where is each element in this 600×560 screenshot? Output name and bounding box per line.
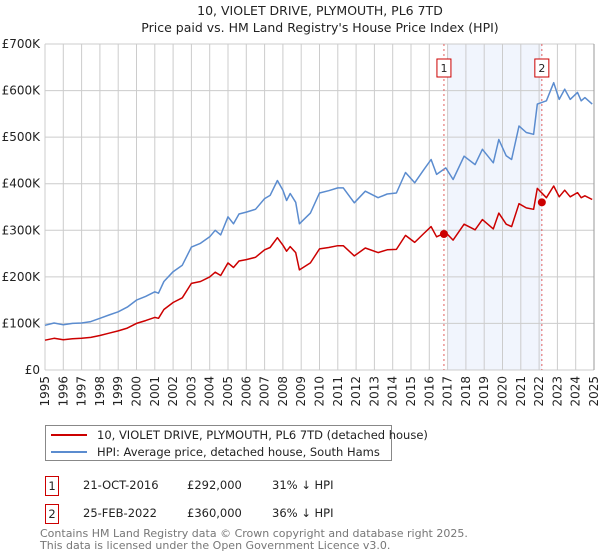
x-tick-label: 2010 [313, 376, 327, 407]
x-tick-label: 2022 [532, 376, 546, 407]
x-tick-label: 2007 [258, 376, 272, 407]
x-tick-label: 2009 [294, 376, 308, 407]
chart-title: 10, VIOLET DRIVE, PLYMOUTH, PL6 7TD [197, 3, 443, 18]
y-tick-label: £400K [2, 177, 42, 191]
legend: 10, VIOLET DRIVE, PLYMOUTH, PL6 7TD (det… [45, 425, 428, 461]
property-price-line [44, 185, 593, 341]
sale-label: 1 [440, 62, 447, 75]
x-tick-label: 2019 [477, 376, 491, 407]
sale-hpi-diff: 36% ↓ HPI [272, 506, 334, 520]
x-tick-label: 2004 [203, 376, 217, 407]
x-tick-label: 2013 [367, 376, 381, 407]
x-tick-label: 2006 [239, 376, 253, 407]
sale-date: 25-FEB-2022 [83, 506, 157, 520]
sale-price: £292,000 [187, 478, 242, 492]
sale-price: £360,000 [187, 506, 242, 520]
x-tick-label: 2012 [349, 376, 363, 407]
x-tick-label: 2018 [459, 376, 473, 407]
sale-label: 2 [538, 62, 545, 75]
legend-item-hpi: HPI: Average price, detached house, Sout… [46, 444, 380, 460]
y-tick-label: £100K [2, 316, 42, 330]
legend-label: 10, VIOLET DRIVE, PLYMOUTH, PL6 7TD (det… [97, 428, 428, 442]
x-tick-label: 1998 [93, 376, 107, 407]
y-tick-label: £0 [25, 363, 40, 377]
y-tick-label: £300K [2, 223, 42, 237]
y-tick-label: £200K [2, 270, 42, 284]
sale-row-1: 1 21-OCT-2016 £292,000 31% ↓ HPI [45, 476, 445, 496]
x-tick-label: 2005 [221, 376, 235, 407]
x-tick-label: 1996 [56, 376, 70, 407]
hpi-line [44, 81, 593, 327]
x-tick-label: 2016 [422, 376, 436, 407]
x-tick-label: 2008 [276, 376, 290, 407]
sale-point [537, 198, 546, 207]
sale-row-2: 2 25-FEB-2022 £360,000 36% ↓ HPI [45, 504, 445, 524]
chart: 10, VIOLET DRIVE, PLYMOUTH, PL6 7TD Pric… [2, 3, 600, 407]
x-tick-label: 2000 [130, 376, 144, 407]
sale-hpi-diff: 31% ↓ HPI [272, 478, 334, 492]
x-tick-label: 2021 [514, 376, 528, 407]
footer-copyright: Contains HM Land Registry data © Crown c… [40, 527, 468, 540]
y-tick-label: £700K [2, 37, 42, 51]
x-tick-label: 2023 [550, 376, 564, 407]
legend-item-property: 10, VIOLET DRIVE, PLYMOUTH, PL6 7TD (det… [46, 427, 428, 443]
sale-point [439, 230, 448, 239]
sale-badge: 1 [45, 476, 59, 496]
x-tick-label: 2017 [441, 376, 455, 407]
x-tick-label: 1995 [38, 376, 52, 407]
sale-label-box [436, 58, 452, 78]
footer-licence: This data is licensed under the Open Gov… [40, 539, 391, 552]
legend-label: HPI: Average price, detached house, Sout… [97, 445, 380, 459]
y-tick-label: £600K [2, 84, 42, 98]
footer: Contains HM Land Registry data © Crown c… [40, 528, 468, 552]
sale-date: 21-OCT-2016 [83, 478, 159, 492]
legend-swatch-blue [51, 451, 87, 453]
x-tick-label: 2003 [184, 376, 198, 407]
x-tick-label: 1997 [75, 376, 89, 407]
x-tick-label: 2020 [496, 376, 510, 407]
chart-subtitle: Price paid vs. HM Land Registry's House … [141, 20, 498, 35]
sale-badge: 2 [45, 504, 59, 524]
x-tick-label: 2024 [569, 376, 583, 407]
x-tick-label: 2015 [404, 376, 418, 407]
x-tick-label: 1999 [111, 376, 125, 407]
sale-label-box [534, 58, 550, 78]
x-tick-label: 2002 [166, 376, 180, 407]
legend-swatch-red [51, 434, 87, 436]
x-tick-label: 2001 [148, 376, 162, 407]
x-tick-label: 2025 [587, 376, 600, 407]
y-tick-label: £500K [2, 130, 42, 144]
x-tick-label: 2014 [386, 376, 400, 407]
x-tick-label: 2011 [331, 376, 345, 407]
shaded-period [447, 44, 542, 370]
